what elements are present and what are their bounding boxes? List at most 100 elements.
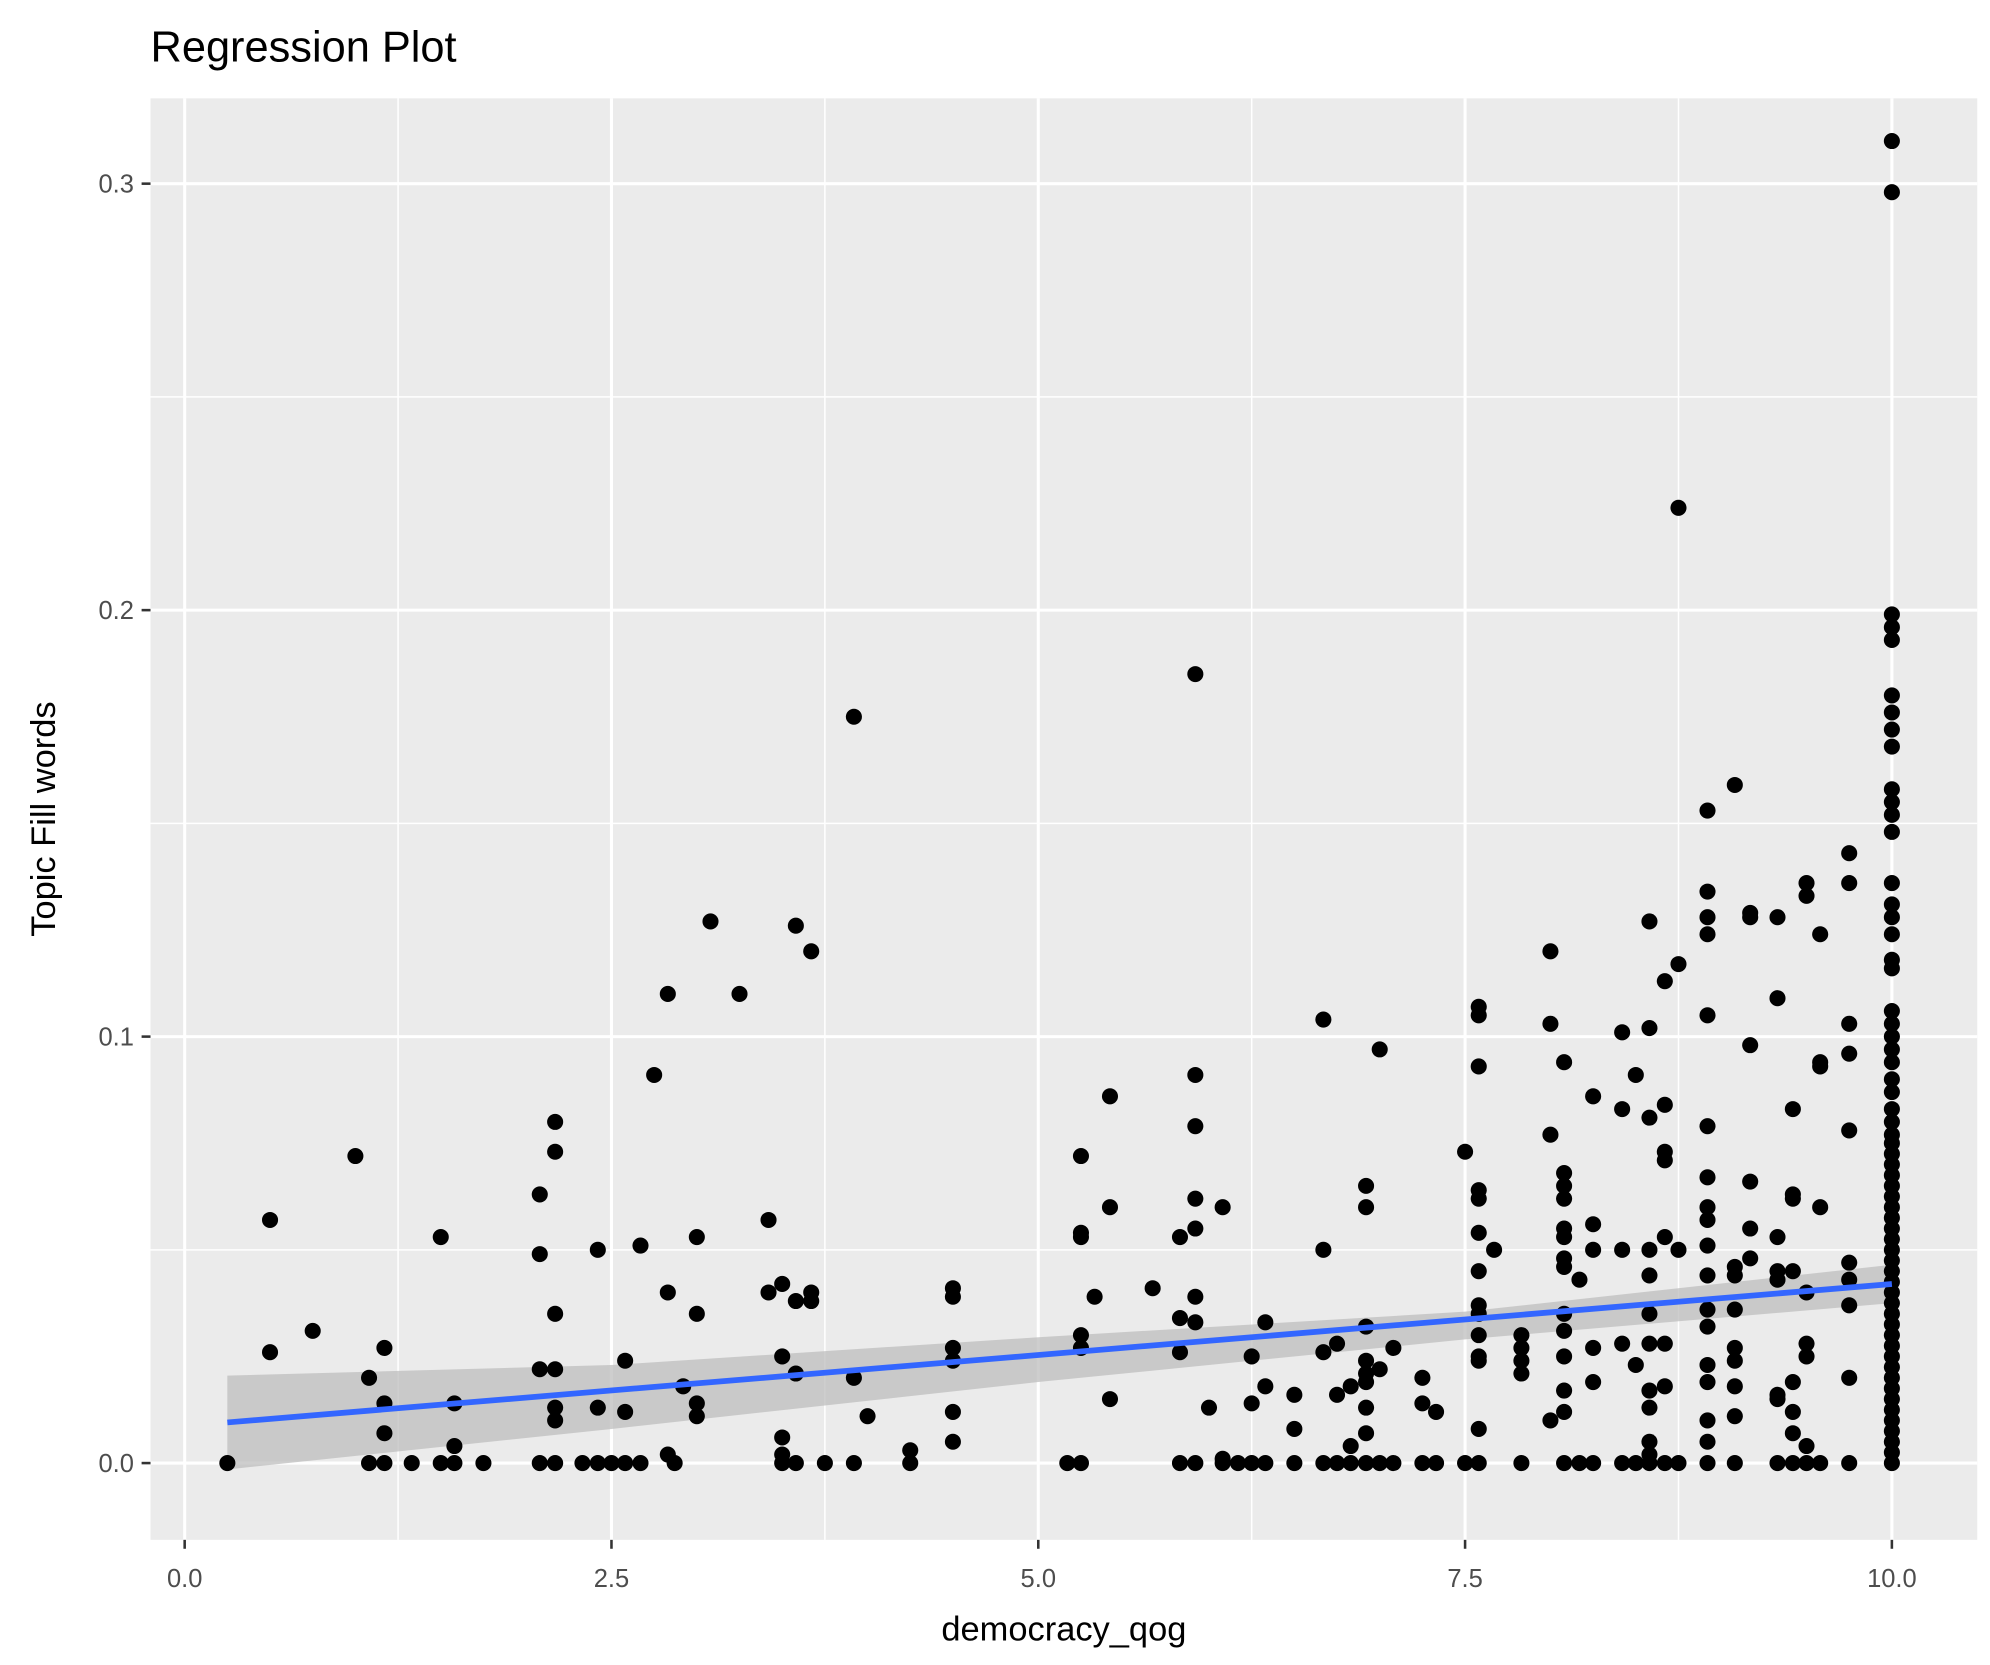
data-point [803, 943, 820, 960]
data-point [1670, 499, 1687, 516]
data-point [1358, 1199, 1375, 1216]
data-point [1699, 1356, 1716, 1374]
data-point [574, 1455, 591, 1472]
data-point [547, 1412, 564, 1429]
data-point [1585, 1241, 1602, 1258]
data-point [1883, 738, 1900, 755]
data-point [1726, 1339, 1743, 1356]
data-point [1414, 1369, 1431, 1386]
data-point [1542, 1126, 1559, 1143]
data-point [1883, 1071, 1900, 1088]
data-point [1641, 1433, 1658, 1450]
data-point [1726, 1301, 1743, 1318]
data-point [1726, 776, 1743, 794]
data-point [1784, 1101, 1801, 1118]
data-point [1883, 1101, 1900, 1118]
data-point [1315, 1241, 1332, 1258]
data-point [1187, 666, 1204, 683]
data-point [774, 1455, 791, 1472]
data-point [547, 1113, 564, 1130]
data-point [1769, 1391, 1786, 1408]
data-point [1614, 1335, 1631, 1352]
data-point [1513, 1352, 1530, 1369]
data-point [1883, 704, 1900, 721]
data-point [1385, 1339, 1402, 1356]
data-point [902, 1455, 919, 1472]
data-point [1187, 1066, 1204, 1084]
data-point [1257, 1314, 1274, 1331]
data-point [1742, 1250, 1759, 1267]
data-point [617, 1403, 634, 1420]
data-point [1883, 781, 1900, 798]
data-point [1556, 1322, 1573, 1339]
data-point [1699, 909, 1716, 926]
data-point [547, 1399, 564, 1416]
data-point [1798, 1348, 1815, 1365]
data-point [1769, 990, 1786, 1007]
data-point [1101, 1199, 1119, 1216]
data-point [1699, 1412, 1716, 1429]
data-point [1699, 926, 1716, 943]
data-point [1187, 1288, 1204, 1305]
data-point [1144, 1280, 1161, 1297]
data-point [1342, 1378, 1359, 1395]
data-point [1812, 926, 1829, 943]
data-point [1470, 1007, 1487, 1024]
data-point [845, 1455, 862, 1472]
x-axis-title: democracy_qog [941, 1611, 1186, 1649]
data-point [1457, 1143, 1474, 1160]
data-point [1556, 1382, 1573, 1399]
data-point [1385, 1455, 1402, 1472]
data-point [1358, 1177, 1375, 1194]
data-point [1699, 1374, 1716, 1391]
data-point [1214, 1199, 1231, 1216]
data-point [1670, 1455, 1687, 1472]
data-point [1841, 845, 1858, 862]
data-point [944, 1288, 961, 1305]
data-point [1358, 1455, 1375, 1472]
data-point [1798, 887, 1815, 904]
data-point [1470, 1420, 1487, 1437]
data-point [1883, 1455, 1900, 1472]
data-point [1726, 1378, 1743, 1395]
data-point [1315, 1011, 1332, 1028]
data-point [1841, 1015, 1858, 1032]
data-point [1656, 1335, 1673, 1352]
data-point [1699, 1007, 1716, 1024]
data-point [1358, 1374, 1375, 1391]
data-point [261, 1344, 279, 1361]
data-point [944, 1403, 961, 1420]
data-point [1641, 913, 1658, 930]
data-point [1513, 1455, 1530, 1472]
data-point [1769, 909, 1786, 926]
data-point [1243, 1348, 1260, 1365]
data-point [1841, 1122, 1858, 1139]
data-point [1883, 1028, 1900, 1045]
data-point [1315, 1455, 1332, 1472]
data-point [1614, 1455, 1631, 1472]
data-point [1841, 1271, 1858, 1288]
data-point [1812, 1199, 1829, 1216]
data-point [1627, 1455, 1644, 1472]
data-point [1585, 1088, 1602, 1105]
data-point [1171, 1229, 1189, 1246]
data-point [1883, 1054, 1900, 1071]
data-point [1072, 1327, 1089, 1344]
data-point [1358, 1425, 1375, 1442]
data-point [1286, 1455, 1303, 1472]
data-point [787, 1455, 804, 1472]
data-point [1414, 1455, 1431, 1472]
data-point [859, 1408, 876, 1425]
data-point [1841, 875, 1858, 892]
data-point [432, 1455, 449, 1472]
data-point [1556, 1348, 1573, 1365]
data-point [1556, 1054, 1573, 1071]
data-point [1585, 1374, 1602, 1391]
data-point [1342, 1437, 1359, 1455]
data-point [531, 1455, 548, 1472]
data-point [1883, 132, 1900, 150]
data-point [1243, 1455, 1260, 1472]
data-point [902, 1442, 919, 1459]
data-point [1286, 1420, 1303, 1437]
